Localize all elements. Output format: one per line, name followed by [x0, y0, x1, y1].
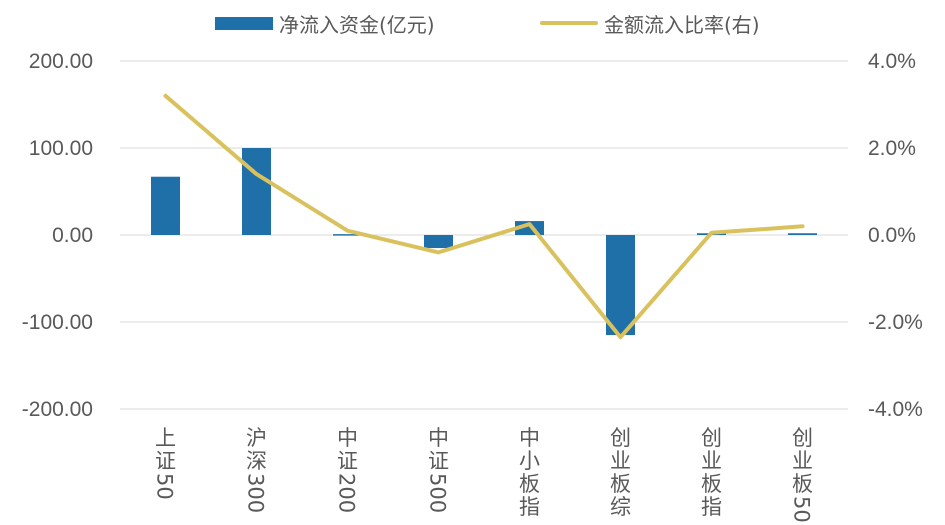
category-label-char: 证 [337, 449, 358, 473]
category-label-char: 中 [519, 426, 540, 450]
legend-bar-swatch [215, 16, 273, 30]
category-label-char: 业 [701, 449, 722, 473]
category-label-char: 小 [519, 449, 540, 473]
y-left-tick-label: -100.00 [22, 311, 93, 334]
y-left-tick-label: 200.00 [29, 50, 93, 73]
category-label-char: 创 [701, 426, 722, 450]
y-right-tick-label: 2.0% [868, 137, 916, 160]
bar [788, 233, 817, 235]
chart-legend: 净流入资金(亿元) 金额流入比率(右) [0, 6, 945, 40]
category-label-char: 上 [155, 426, 176, 450]
category-label-char: 深 [246, 449, 267, 473]
category-label-char: 指 [519, 495, 540, 519]
category-label-char: 证 [428, 449, 449, 473]
category-label-char: 沪 [246, 426, 267, 450]
category-label-char: 业 [792, 449, 813, 473]
y-right-tick-label: 0.0% [868, 224, 916, 247]
series-line [163, 93, 805, 340]
y-left-tick-label: 100.00 [29, 137, 93, 160]
category-label-char: 板 [519, 472, 540, 496]
bar [424, 235, 453, 249]
y-right-tick-label: -4.0% [868, 398, 923, 421]
bar [242, 148, 271, 235]
bar [151, 176, 180, 235]
y-left-tick-label: -200.00 [22, 398, 93, 421]
y-right-tick-label: 4.0% [868, 50, 916, 73]
category-label-char: 综 [610, 495, 631, 519]
category-label-char: 板 [701, 472, 722, 496]
y-left-tick-label: 0.00 [52, 224, 93, 247]
category-label-char: 板 [792, 472, 813, 496]
category-label-digits: 500 [426, 473, 450, 513]
category-label-char: 板 [610, 472, 631, 496]
y-right-tick-label: -2.0% [868, 311, 923, 334]
legend-line-label: 金额流入比率(右) [604, 12, 760, 37]
category-label-char: 创 [792, 426, 813, 450]
bar [606, 235, 635, 336]
category-label-char: 中 [428, 426, 449, 450]
category-label-digits: 300 [244, 473, 268, 513]
category-label-char: 证 [155, 449, 176, 473]
category-label-digits: 50 [153, 473, 177, 500]
bar [333, 234, 362, 236]
legend-line-swatch [540, 21, 598, 25]
category-label-digits: 50 [790, 496, 814, 523]
category-label-char: 业 [610, 449, 631, 473]
legend-item-bar: 净流入资金(亿元) [215, 6, 435, 40]
legend-item-line: 金额流入比率(右) [540, 6, 760, 40]
category-label-char: 创 [610, 426, 631, 450]
legend-bar-label: 净流入资金(亿元) [279, 12, 435, 37]
category-label-char: 中 [337, 426, 358, 450]
category-label-digits: 200 [335, 473, 359, 513]
category-label-char: 指 [701, 495, 722, 519]
